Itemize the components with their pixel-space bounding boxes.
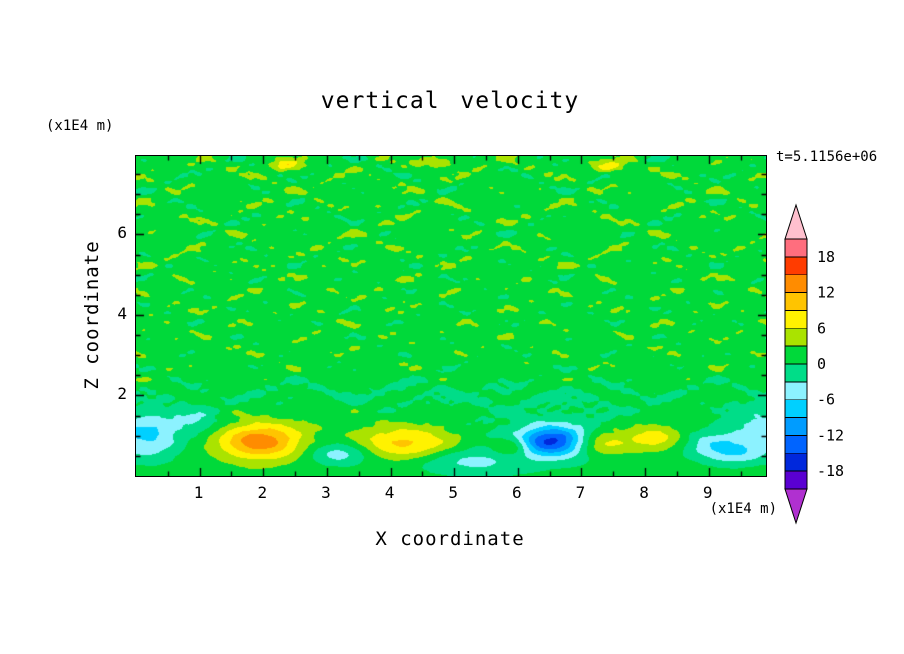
colorbar-segment [784, 381, 808, 401]
colorbar-segment [784, 399, 808, 418]
colorbar-arrow-high [784, 203, 808, 240]
colorbar-segment [784, 327, 808, 347]
colorbar-segment [784, 363, 808, 383]
colorbar-arrow-low [784, 488, 808, 525]
colorbar: 18 12 6 0 -6 -12 -18 [784, 203, 844, 525]
colorbar-tick-label: 6 [817, 319, 826, 337]
contour-field-canvas [136, 156, 766, 476]
colorbar-tick-label: 0 [817, 355, 826, 373]
x-tick-label: 3 [321, 483, 331, 502]
colorbar-segment [784, 417, 808, 436]
colorbar-tick-label: 12 [817, 284, 835, 302]
x-tick-label: 8 [639, 483, 649, 502]
time-annotation: t=5.1156e+06 [776, 149, 878, 165]
colorbar-segment [784, 470, 808, 490]
colorbar-segment [784, 256, 808, 276]
colorbar-segment [784, 345, 808, 365]
y-axis-unit-label: (x1E4 m) [46, 118, 114, 134]
colorbar-tick-label: -18 [817, 462, 844, 480]
x-tick-label: 9 [702, 483, 713, 502]
x-tick-label: 4 [384, 483, 395, 502]
x-tick-label: 6 [511, 483, 522, 502]
x-tick-label: 2 [257, 483, 268, 502]
x-axis-unit-label: (x1E4 m) [709, 501, 777, 517]
colorbar-tick-label: -12 [817, 426, 844, 444]
colorbar-segment [784, 452, 808, 472]
colorbar-segment [784, 310, 808, 329]
x-tick-label: 1 [193, 483, 204, 502]
plot-frame [135, 155, 767, 477]
colorbar-tick-label: 18 [817, 248, 835, 266]
colorbar-segment [784, 238, 808, 258]
x-axis-title: X coordinate [375, 528, 525, 550]
plot-title: vertical velocity [320, 88, 580, 114]
y-tick-label: 6 [117, 223, 127, 243]
colorbar-tick-label: -6 [817, 391, 835, 409]
y-tick-label: 2 [117, 384, 127, 404]
x-tick-label: 5 [448, 483, 458, 502]
colorbar-segment [784, 274, 808, 293]
y-tick-label: 4 [117, 303, 127, 323]
x-tick-label: 7 [575, 483, 586, 502]
colorbar-segment [784, 435, 808, 454]
colorbar-segment [784, 292, 808, 311]
